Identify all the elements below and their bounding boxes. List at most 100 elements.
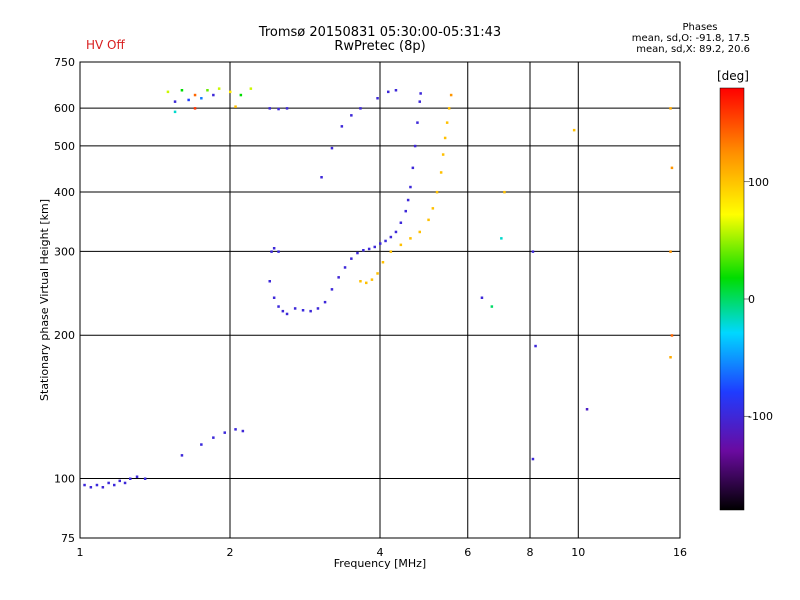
x-tick-label: 1	[77, 546, 84, 559]
data-point	[389, 235, 393, 239]
data-point	[268, 107, 271, 110]
x-tick-label: 16	[673, 546, 687, 559]
data-point	[83, 483, 86, 487]
data-point	[572, 128, 576, 132]
data-point	[441, 153, 445, 156]
data-point	[418, 230, 421, 234]
data-point	[376, 97, 379, 100]
data-point	[281, 309, 285, 313]
x-tick-label: 4	[377, 546, 384, 559]
data-point	[135, 475, 139, 478]
data-point	[381, 261, 385, 264]
data-point	[316, 307, 320, 310]
y-tick-label: 100	[54, 473, 75, 486]
chart-title-line-1: Tromsø 20150831 05:30:00-05:31:43	[258, 25, 502, 40]
data-point	[359, 280, 362, 283]
data-point	[180, 89, 184, 92]
data-point	[234, 428, 237, 431]
data-point	[285, 107, 289, 110]
hv-status-label: HV Off	[86, 38, 125, 52]
data-point	[399, 221, 403, 224]
data-point	[419, 92, 422, 95]
data-point	[107, 481, 110, 485]
data-point	[379, 242, 382, 245]
data-point	[173, 110, 177, 114]
phase-stats-title: Phases	[682, 22, 718, 33]
data-point	[212, 93, 215, 97]
data-point	[376, 272, 379, 275]
data-point	[118, 479, 121, 483]
data-points	[83, 87, 674, 489]
data-point	[490, 305, 494, 308]
y-tick-labels: 75 100 200 300 400 500 600 750	[54, 56, 75, 545]
y-tick-label: 300	[54, 245, 75, 258]
data-point	[206, 89, 209, 92]
data-point	[268, 280, 271, 283]
data-point	[320, 176, 323, 179]
data-point	[373, 245, 376, 249]
y-tick-label: 400	[54, 186, 75, 199]
x-axis-label: Frequency [MHz]	[334, 557, 426, 570]
data-point	[323, 300, 327, 304]
data-point	[337, 276, 340, 279]
y-tick-label: 75	[61, 532, 75, 545]
colorbar	[720, 88, 744, 510]
phase-stats-o-mode: mean, sd,O: -91.8, 17.5	[631, 33, 750, 44]
data-point	[309, 309, 312, 313]
x-tick-label: 6	[464, 546, 471, 559]
data-point	[180, 454, 184, 457]
data-point	[187, 98, 190, 102]
data-point	[389, 250, 393, 253]
data-point	[480, 296, 484, 299]
data-point	[409, 237, 412, 240]
data-point	[531, 457, 535, 461]
data-point	[531, 250, 535, 253]
data-point	[249, 87, 253, 90]
data-point	[435, 190, 439, 194]
data-point	[394, 89, 398, 92]
y-tick-label: 200	[54, 329, 75, 342]
data-point	[193, 93, 197, 97]
data-point	[129, 477, 132, 480]
y-tick-label: 750	[54, 56, 75, 69]
data-point	[330, 146, 334, 150]
data-point	[234, 105, 237, 108]
chart-title-line-2: RwPretec (8p)	[334, 39, 426, 54]
data-point	[241, 429, 245, 433]
data-point	[89, 486, 93, 489]
colorbar-tick-label: 0	[748, 293, 755, 306]
x-tick-label: 10	[571, 546, 585, 559]
x-tick-label: 2	[227, 546, 234, 559]
data-point	[359, 107, 362, 110]
data-point	[370, 278, 374, 281]
data-point	[670, 334, 674, 337]
data-point	[427, 218, 430, 222]
data-point	[406, 198, 410, 202]
data-point	[200, 97, 203, 100]
data-point	[387, 90, 390, 94]
x-tick-label: 8	[527, 546, 534, 559]
data-point	[356, 251, 359, 255]
data-point	[503, 190, 506, 194]
data-point	[413, 144, 417, 148]
phase-stats-x-mode: mean, sd,X: 89.2, 20.6	[636, 44, 750, 55]
data-point	[113, 483, 116, 487]
colorbar-tick-label: -100	[748, 410, 773, 423]
data-point	[270, 250, 273, 253]
colorbar-tick-labels: 100 0 -100	[744, 176, 773, 423]
data-point	[431, 207, 435, 210]
data-point	[123, 481, 127, 485]
data-point	[200, 443, 203, 446]
data-point	[223, 431, 226, 434]
chart-title: Tromsø 20150831 05:30:00-05:31:43 RwPret…	[200, 26, 560, 54]
y-tick-label: 500	[54, 140, 75, 153]
phase-stats: Phases mean, sd,O: -91.8, 17.5 mean, sd,…	[590, 22, 750, 55]
data-point	[293, 307, 297, 310]
data-point	[669, 356, 672, 359]
data-point	[445, 121, 449, 124]
data-point	[585, 408, 589, 411]
data-point	[173, 100, 177, 103]
data-point	[439, 171, 443, 174]
data-point	[447, 107, 451, 110]
data-point	[277, 250, 280, 253]
